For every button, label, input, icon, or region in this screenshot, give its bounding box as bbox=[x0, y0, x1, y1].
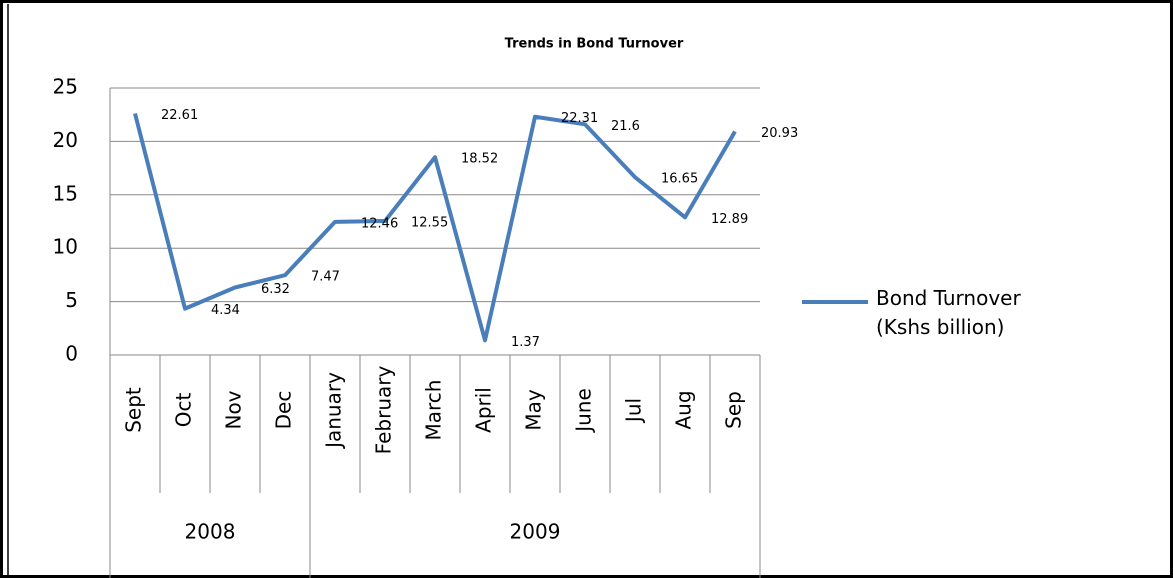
y-tick-label: 15 bbox=[53, 181, 78, 205]
y-tick-label: 5 bbox=[65, 288, 78, 312]
x-tick-label: Nov bbox=[222, 390, 246, 429]
x-tick-label: Oct bbox=[172, 393, 196, 428]
x-tick-label: June bbox=[572, 388, 596, 434]
x-tick-label: Aug bbox=[672, 390, 696, 429]
data-label: 12.89 bbox=[711, 212, 748, 227]
data-label: 6.32 bbox=[261, 282, 290, 297]
x-tick-label: Jul bbox=[622, 398, 646, 424]
chart-title: Trends in Bond Turnover bbox=[505, 37, 684, 52]
data-label: 4.34 bbox=[211, 303, 240, 318]
legend-label: Bond Turnover (Kshs billion) bbox=[876, 286, 1021, 339]
x-tick-label: Sep bbox=[722, 391, 746, 429]
x-tick-label: Dec bbox=[272, 391, 296, 430]
group-label: 2008 bbox=[185, 520, 236, 544]
data-label: 7.47 bbox=[311, 270, 340, 285]
x-tick-label: Sept bbox=[122, 387, 146, 433]
data-label: 1.37 bbox=[511, 335, 540, 350]
data-label: 22.31 bbox=[561, 111, 598, 126]
y-tick-label: 25 bbox=[53, 75, 78, 99]
x-tick-label: February bbox=[372, 366, 396, 455]
x-tick-label: January bbox=[322, 372, 346, 450]
y-tick-label: 20 bbox=[53, 128, 78, 152]
y-tick-label: 0 bbox=[65, 342, 78, 366]
group-label: 2009 bbox=[510, 520, 561, 544]
x-tick-label: March bbox=[422, 380, 446, 441]
data-label: 16.65 bbox=[661, 172, 698, 187]
x-tick-label: May bbox=[522, 389, 546, 431]
data-label: 20.93 bbox=[761, 126, 798, 141]
y-tick-label: 10 bbox=[53, 235, 78, 259]
data-label: 12.55 bbox=[411, 215, 448, 230]
data-label: 18.52 bbox=[461, 152, 498, 167]
data-label: 22.61 bbox=[161, 108, 198, 123]
data-label: 12.46 bbox=[361, 216, 398, 231]
data-label: 21.6 bbox=[611, 119, 640, 134]
x-tick-label: April bbox=[472, 387, 496, 433]
data-line bbox=[133, 113, 737, 343]
